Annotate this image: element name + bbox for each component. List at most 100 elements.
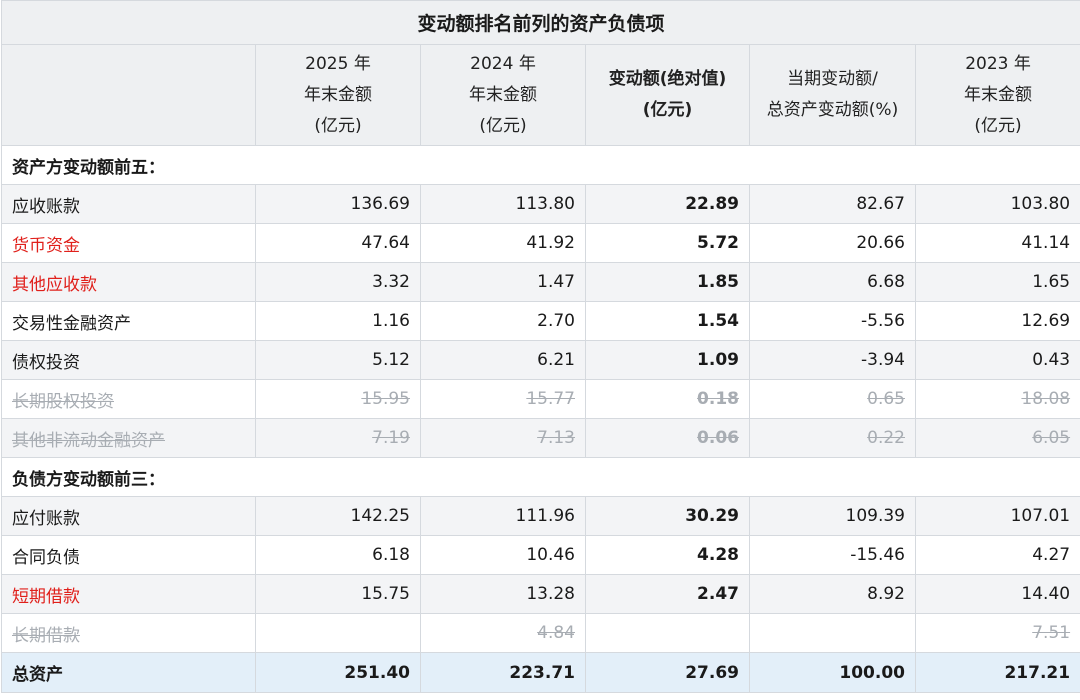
struck-text: 15.77 [526, 389, 575, 409]
cell-change: 0.18 [585, 379, 750, 419]
cell-2024: 41.92 [420, 223, 586, 263]
header-ratio: 当期变动额/ 总资产变动额(%) [749, 44, 916, 146]
cell-change: 0.06 [585, 418, 750, 458]
table-row: 应收账款 136.69 113.80 22.89 82.67 103.80 [1, 184, 1080, 224]
struck-text: 其他非流动金融资产 [12, 430, 165, 451]
table-row: 短期借款 15.75 13.28 2.47 8.92 14.40 [1, 574, 1080, 614]
cell-2024: 6.21 [420, 340, 586, 380]
header-line: 2025 年 [305, 53, 371, 74]
header-line: 2023 年 [965, 53, 1031, 74]
header-2025: 2025 年 年末金额 (亿元) [255, 44, 421, 146]
table-row: 合同负债 6.18 10.46 4.28 -15.46 4.27 [1, 535, 1080, 575]
cell-2025: 3.32 [255, 262, 421, 302]
row-name: 应收账款 [1, 184, 256, 224]
cell-ratio [749, 613, 916, 653]
struck-text: 0.22 [867, 428, 905, 448]
cell-2025: 136.69 [255, 184, 421, 224]
row-name: 应付账款 [1, 496, 256, 536]
cell-ratio: 20.66 [749, 223, 916, 263]
row-name: 债权投资 [1, 340, 256, 380]
cell-2025: 1.16 [255, 301, 421, 341]
struck-text: 0.06 [697, 428, 739, 448]
total-label: 总资产 [1, 652, 256, 693]
cell-change: 1.85 [585, 262, 750, 302]
row-name: 长期股权投资 [1, 379, 256, 419]
cell-2024: 15.77 [420, 379, 586, 419]
header-line: 当期变动额/ [787, 69, 878, 89]
cell-2025: 15.75 [255, 574, 421, 614]
cell-2023: 103.80 [914, 184, 1080, 224]
total-2023: 217.21 [914, 652, 1080, 693]
cell-2025 [255, 613, 421, 653]
header-change: 变动额(绝对值) (亿元) [585, 44, 750, 146]
row-name: 短期借款 [1, 574, 256, 614]
table-row: 货币资金 47.64 41.92 5.72 20.66 41.14 [1, 223, 1080, 263]
struck-text: 4.84 [537, 623, 575, 643]
cell-2024: 7.13 [420, 418, 586, 458]
row-name: 其他应收款 [1, 262, 256, 302]
table-row-struck: 长期借款 4.84 7.51 [1, 613, 1080, 653]
table-row: 其他应收款 3.32 1.47 1.85 6.68 1.65 [1, 262, 1080, 302]
header-2023: 2023 年 年末金额 (亿元) [914, 44, 1080, 146]
struck-text: 0.18 [697, 389, 739, 409]
cell-2025: 5.12 [255, 340, 421, 380]
struck-text: 7.13 [537, 428, 575, 448]
cell-change: 1.54 [585, 301, 750, 341]
cell-ratio: 8.92 [749, 574, 916, 614]
table-row-struck: 长期股权投资 15.95 15.77 0.18 0.65 18.08 [1, 379, 1080, 419]
cell-2023: 107.01 [914, 496, 1080, 536]
section-label: 负债方变动额前三： [0, 457, 1080, 497]
section-assets-row: 资产方变动额前五： [0, 145, 1080, 185]
cell-2023: 7.51 [914, 613, 1080, 653]
cell-ratio: 82.67 [749, 184, 916, 224]
header-line: (亿元) [479, 115, 527, 136]
cell-change: 22.89 [585, 184, 750, 224]
cell-change [585, 613, 750, 653]
row-name: 合同负债 [1, 535, 256, 575]
struck-text: 7.19 [372, 428, 410, 448]
row-name: 长期借款 [1, 613, 256, 653]
cell-change: 30.29 [585, 496, 750, 536]
total-2025: 251.40 [255, 652, 421, 693]
struck-text: 0.65 [867, 389, 905, 409]
column-header-row: 2025 年 年末金额 (亿元) 2024 年 年末金额 (亿元) 变动额(绝对… [1, 44, 1080, 146]
header-line: 变动额(绝对值) [608, 69, 727, 89]
cell-ratio: 109.39 [749, 496, 916, 536]
section-label: 资产方变动额前五： [0, 145, 1080, 185]
cell-2025: 15.95 [255, 379, 421, 419]
table-row-struck: 其他非流动金融资产 7.19 7.13 0.06 0.22 6.05 [1, 418, 1080, 458]
row-name: 货币资金 [1, 223, 256, 263]
cell-ratio: 6.68 [749, 262, 916, 302]
cell-change: 1.09 [585, 340, 750, 380]
row-name: 其他非流动金融资产 [1, 418, 256, 458]
cell-2024: 113.80 [420, 184, 586, 224]
header-line: 总资产变动额(%) [766, 100, 899, 120]
header-line: 年末金额 [304, 84, 372, 105]
total-ratio: 100.00 [749, 652, 916, 693]
cell-change: 5.72 [585, 223, 750, 263]
header-line: (亿元) [642, 100, 693, 120]
cell-change: 4.28 [585, 535, 750, 575]
struck-text: 7.51 [1032, 623, 1071, 643]
struck-text: 15.95 [361, 389, 410, 409]
header-line: 年末金额 [964, 84, 1033, 105]
table-row: 应付账款 142.25 111.96 30.29 109.39 107.01 [1, 496, 1080, 536]
cell-2025: 6.18 [255, 535, 421, 575]
cell-2023: 12.69 [914, 301, 1080, 341]
cell-2023: 0.43 [914, 340, 1080, 380]
header-line: 年末金额 [469, 84, 537, 105]
cell-2023: 1.65 [914, 262, 1080, 302]
cell-ratio: -15.46 [749, 535, 916, 575]
cell-2023: 4.27 [914, 535, 1080, 575]
row-name: 交易性金融资产 [1, 301, 256, 341]
cell-2023: 41.14 [914, 223, 1080, 263]
cell-ratio: -5.56 [749, 301, 916, 341]
header-line: (亿元) [314, 115, 362, 136]
struck-text: 6.05 [1032, 428, 1071, 448]
cell-2023: 6.05 [914, 418, 1080, 458]
cell-2025: 7.19 [255, 418, 421, 458]
cell-2025: 142.25 [255, 496, 421, 536]
table-title: 变动额排名前列的资产负债项 [0, 0, 1080, 45]
header-2024: 2024 年 年末金额 (亿元) [420, 44, 586, 146]
